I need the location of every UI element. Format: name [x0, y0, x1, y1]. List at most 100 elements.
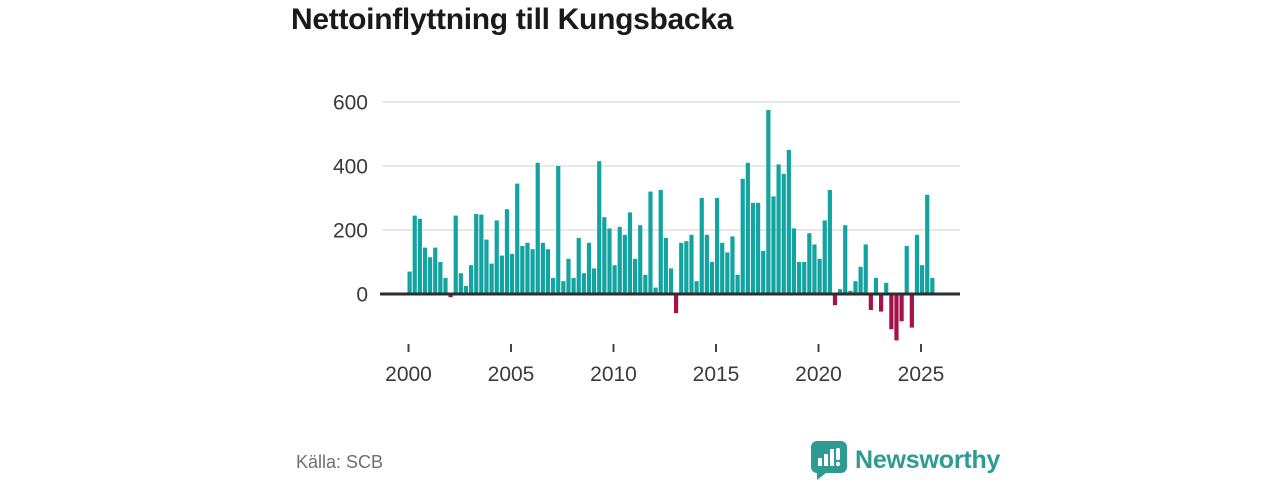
newsworthy-logo: Newsworthy [810, 440, 1000, 480]
bar-positive [699, 198, 704, 294]
bar-positive [781, 174, 786, 294]
net-migration-bar-chart: 0 200 400 600 2000 2005 2010 2015 2020 2025 [333, 92, 960, 386]
bar-positive [858, 266, 863, 294]
bar-positive [484, 239, 489, 294]
bar-positive [761, 250, 766, 294]
bar-positive [489, 263, 494, 294]
bar-negative [868, 294, 873, 310]
bar-positive [463, 286, 469, 294]
bar-positive [417, 218, 422, 294]
bar-positive [602, 217, 607, 294]
bar-positive [750, 202, 756, 294]
y-tick-label: 400 [333, 156, 368, 179]
bar-positive [643, 274, 648, 294]
bar-positive [433, 247, 438, 294]
bar-positive [422, 247, 428, 294]
bar-positive [499, 255, 504, 294]
bar-positive [745, 162, 750, 294]
bar-positive [838, 289, 843, 294]
bar-positive [504, 209, 510, 294]
bar-positive [653, 287, 658, 294]
bar-positive [663, 238, 668, 294]
logo-bar-small [818, 458, 822, 466]
bar-negative [879, 294, 884, 312]
bar-positive [576, 238, 581, 294]
bar-positive [607, 228, 612, 294]
bar-positive [571, 278, 576, 294]
bar-positive [817, 258, 822, 294]
bar-positive [873, 278, 879, 294]
bar-positive [412, 215, 417, 294]
bar-positive [525, 242, 530, 294]
x-tick-label: 2000 [385, 363, 432, 386]
bar-positive [771, 196, 776, 294]
bar-negative [674, 294, 679, 314]
bar-positive [786, 150, 791, 294]
bar-positive [458, 273, 463, 294]
bar-positive [766, 110, 771, 294]
y-tick-label: 200 [333, 220, 368, 243]
bar-negative [448, 294, 453, 298]
bar-positive [638, 225, 643, 294]
bar-positive [586, 242, 592, 294]
y-tick-label: 600 [333, 92, 368, 115]
bar-positive [622, 234, 627, 294]
chart-area: 0 200 400 600 2000 2005 2010 2015 2020 2025 [330, 60, 985, 405]
bar-positive [704, 234, 709, 294]
bar-positive [720, 242, 725, 294]
bar-positive [914, 234, 920, 294]
bar-positive [735, 274, 740, 294]
bar-positive [556, 166, 561, 294]
bar-positive [469, 265, 474, 294]
bar-positive [740, 178, 745, 294]
logo-exclamation-dot [835, 461, 841, 467]
bar-positive [668, 268, 674, 294]
bar-positive [627, 212, 633, 294]
bar-positive [535, 162, 540, 294]
bar-negative [832, 294, 838, 306]
logo-bar-tall [830, 449, 834, 466]
bar-positive [812, 244, 817, 294]
bar-positive [515, 183, 520, 294]
bar-positive [597, 161, 602, 294]
bar-positive [510, 254, 515, 294]
bar-positive [684, 241, 689, 294]
bar-positive [581, 273, 586, 294]
bar-positive [863, 244, 868, 294]
bar-positive [715, 198, 720, 294]
bar-positive [658, 190, 663, 294]
bar-positive [612, 265, 617, 294]
bar-positive [848, 290, 853, 294]
bar-positive [920, 265, 925, 294]
bar-negative [889, 294, 894, 330]
bar-negative [899, 294, 904, 322]
bar-positive [694, 281, 699, 294]
bar-positive [648, 191, 653, 294]
bar-positive [551, 278, 556, 294]
bar-positive [679, 242, 684, 294]
bar-positive [904, 246, 909, 294]
bar-positive [709, 262, 715, 294]
x-tick-label: 2015 [693, 363, 740, 386]
bar-positive [592, 268, 597, 294]
bar-positive [494, 220, 499, 294]
y-tick-label: 0 [356, 284, 368, 307]
bar-positive [822, 220, 827, 294]
x-tick-label: 2020 [795, 363, 842, 386]
bar-positive [474, 214, 479, 294]
page-title: Nettoinflyttning till Kungsbacka [291, 3, 734, 36]
bar-positive [827, 190, 832, 294]
bar-positive [520, 246, 525, 294]
bar-negative [909, 294, 914, 328]
bar-positive [407, 271, 412, 294]
bar-positive [843, 225, 848, 294]
x-tick-label: 2010 [590, 363, 637, 386]
bar-positive [438, 262, 443, 294]
bar-positive [530, 249, 535, 294]
bar-positive [633, 258, 638, 294]
source-note: Källa: SCB [296, 452, 384, 472]
bar-positive [730, 236, 735, 294]
newsworthy-logo-icon [811, 441, 847, 480]
bar-positive [853, 281, 858, 294]
